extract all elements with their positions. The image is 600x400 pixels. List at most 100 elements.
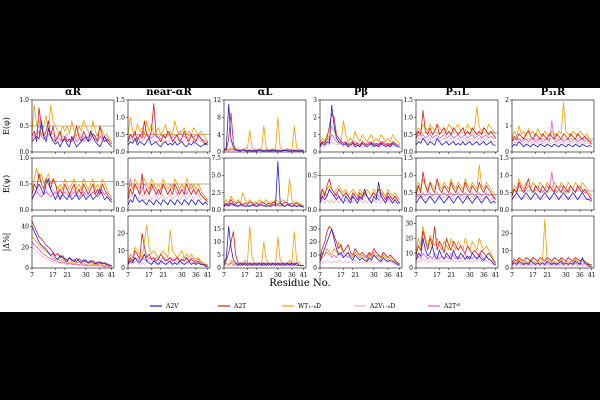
y-tick-label: 1: [505, 123, 509, 130]
legend-label: A2V₁₋₆D: [369, 303, 395, 310]
x-tick-label: 21: [543, 272, 551, 279]
series-line-a2v-def: [319, 259, 400, 266]
panel: 0.0 0.5: [307, 157, 403, 214]
y-tick-label: 0.5: [499, 190, 509, 197]
series-line-a2t-def: [31, 191, 112, 200]
panel-frame: [127, 99, 211, 153]
panel: 0.0 0.5 1.0 1.5: [115, 97, 211, 156]
series-line-a2t: [511, 178, 593, 200]
y-tick-label: 20: [117, 231, 125, 238]
x-tick-label: 36: [96, 272, 104, 279]
panel-frame: [31, 215, 115, 269]
series-line-wt: [223, 116, 304, 151]
series-line-a2v-def: [415, 258, 496, 266]
panel: 0.0 0.5: [115, 157, 211, 214]
panel-frame: [319, 157, 403, 211]
x-tick-label: 7: [510, 272, 514, 279]
x-tick-label: 30: [178, 272, 186, 279]
series-line-wt: [511, 178, 593, 197]
x-tick-label: 30: [562, 272, 570, 279]
series-line-wt: [511, 219, 592, 267]
y-tick-label: 2: [505, 97, 509, 104]
panel-frame: [223, 99, 307, 153]
x-tick-label: 17: [337, 272, 345, 279]
x-tick-label: 36: [480, 272, 488, 279]
panel-frame: [127, 215, 211, 269]
y-tick-label: 10: [405, 250, 413, 257]
y-tick-label: 0.0: [115, 149, 125, 156]
legend: A2V A2T WT₁₋₆D A2V₁₋₆D A2Tᶜᵝ: [150, 303, 460, 310]
y-tick-label: 5.0: [211, 173, 221, 180]
series-line-a2v: [127, 194, 208, 206]
series-line-a2t-def: [415, 192, 496, 200]
series-line-a2v: [511, 257, 592, 267]
x-tick-label: 30: [466, 272, 474, 279]
y-tick-label: 10: [501, 248, 509, 255]
y-tick-label: 1.5: [403, 97, 413, 104]
row-label: E(ψ): [2, 175, 11, 193]
x-axis-label: Residue No.: [269, 278, 331, 289]
series-line-a2v: [415, 195, 496, 204]
series-line-a2v-def: [31, 246, 112, 268]
x-tick-label: 21: [159, 272, 167, 279]
x-tick-label: 21: [63, 272, 71, 279]
column-title: αL: [258, 88, 273, 98]
y-tick-label: 5: [217, 252, 221, 259]
x-tick-label: 36: [384, 272, 392, 279]
series-line-a2v: [31, 226, 112, 267]
x-tick-label: 7: [126, 272, 130, 279]
y-tick-label: 1.5: [499, 155, 509, 162]
y-tick-label: 1.0: [19, 97, 29, 104]
series-line-a2v: [223, 161, 304, 208]
series-line-a2t-def: [31, 130, 112, 142]
x-tick-label: 17: [49, 272, 57, 279]
column-title: αR: [65, 88, 82, 98]
y-tick-label: 0: [505, 265, 509, 272]
series-line-a2v: [31, 178, 112, 203]
y-tick-label: 1: [313, 132, 317, 139]
series-line-a2v-def: [127, 194, 208, 203]
series-line-wt: [31, 104, 112, 142]
y-tick-label: 3: [313, 97, 317, 104]
panel: 0 4 8 12: [213, 97, 307, 156]
series-line-a2t: [511, 257, 592, 265]
y-tick-label: 0: [313, 265, 317, 272]
y-tick-label: 0.0: [19, 207, 29, 214]
y-tick-label: 1.5: [115, 97, 125, 104]
series-line-a2v-def: [319, 199, 400, 204]
series-line-wt: [127, 116, 209, 142]
y-tick-label: 12: [213, 97, 221, 104]
y-tick-label: 0: [25, 265, 29, 272]
series-line-a2t: [511, 130, 592, 145]
y-tick-label: 7.5: [211, 155, 221, 162]
x-tick-label: 21: [255, 272, 263, 279]
series-line-a2t: [31, 221, 112, 267]
panel: 0 10 20 7 17 21 30 36 41: [501, 215, 595, 279]
x-tick-label: 36: [576, 272, 584, 279]
y-tick-label: 0.0: [211, 207, 221, 214]
legend-label: A2V: [165, 303, 179, 310]
y-tick-label: 0.5: [115, 132, 125, 139]
y-tick-label: 30: [309, 226, 317, 233]
panel-grid: αR near-αR αL Pβ P₃₁L P₃₁R E(φ) E(ψ) |Δ%| 0.0 0.5 1…: [2, 88, 595, 279]
panel-frame: [415, 99, 499, 153]
y-tick-label: 20: [501, 231, 509, 238]
series-line-a2v: [415, 237, 496, 266]
series-line-a2v-def: [511, 141, 592, 145]
series-line-a2v: [319, 181, 400, 204]
x-tick-label: 7: [318, 272, 322, 279]
row-label: |Δ%|: [2, 233, 11, 252]
column-title: P₃₁L: [445, 88, 468, 98]
y-tick-label: 0.0: [307, 207, 317, 214]
y-tick-label: 1.0: [19, 155, 29, 162]
x-tick-label: 7: [222, 272, 226, 279]
panel: 0.0 0.5 1.0 1.5: [403, 155, 499, 214]
y-tick-label: 0.5: [115, 181, 125, 188]
panel: 0.0 0.5 1.0 1.5: [403, 97, 499, 156]
legend-label: WT₁₋₆D: [298, 303, 321, 310]
x-tick-label: 7: [30, 272, 34, 279]
y-tick-label: 15: [213, 226, 221, 233]
x-tick-label: 30: [274, 272, 282, 279]
panel: 0.0 0.5 1.0: [19, 97, 115, 156]
legend-label: A2Tᶜᵝ: [443, 303, 460, 310]
